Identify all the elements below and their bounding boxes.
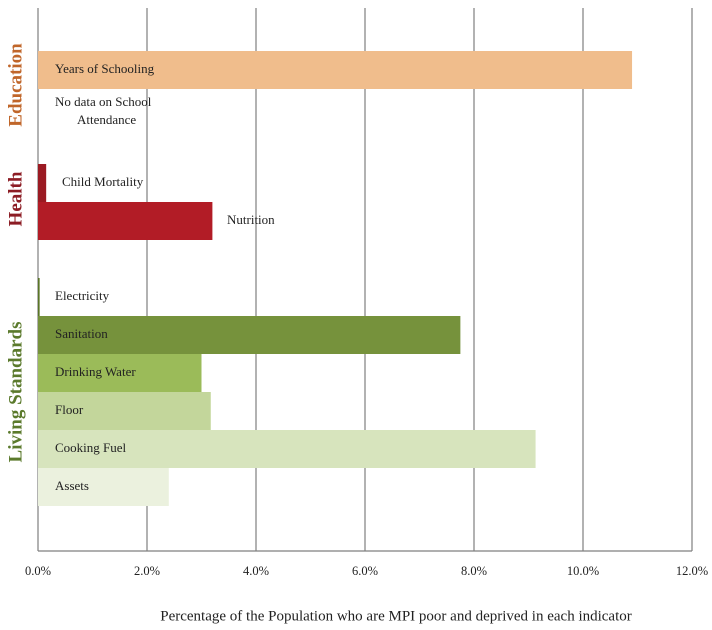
bar [38,354,202,392]
x-tick-label: 10.0% [567,564,599,578]
bar [38,430,536,468]
bar-label: Floor [55,402,84,417]
x-axis-title: Percentage of the Population who are MPI… [160,608,632,624]
bar-label: Attendance [77,112,136,127]
x-tick-label: 2.0% [134,564,160,578]
x-tick-label: 12.0% [676,564,708,578]
x-tick-label: 4.0% [243,564,269,578]
bar [38,468,169,506]
bar-label: No data on School [55,94,152,109]
x-tick-label: 6.0% [352,564,378,578]
bar-label: Nutrition [227,212,275,227]
bar-label: Cooking Fuel [55,440,127,455]
bar [38,164,47,202]
x-tick-label: 8.0% [461,564,487,578]
bar [38,392,211,430]
bar-label: Assets [55,478,89,493]
bar-label: Drinking Water [55,364,136,379]
bar [38,316,461,354]
bar-label: Sanitation [55,326,108,341]
bar [38,278,40,316]
x-tick-label: 0.0% [25,564,51,578]
bar [38,202,213,240]
group-label: Education [5,43,26,127]
bar-label: Electricity [55,288,110,303]
bar [38,51,633,89]
bar-label: Child Mortality [62,174,144,189]
group-label: Living Standards [5,322,26,463]
bar-label: Years of Schooling [55,61,155,76]
group-label: Health [5,171,26,226]
